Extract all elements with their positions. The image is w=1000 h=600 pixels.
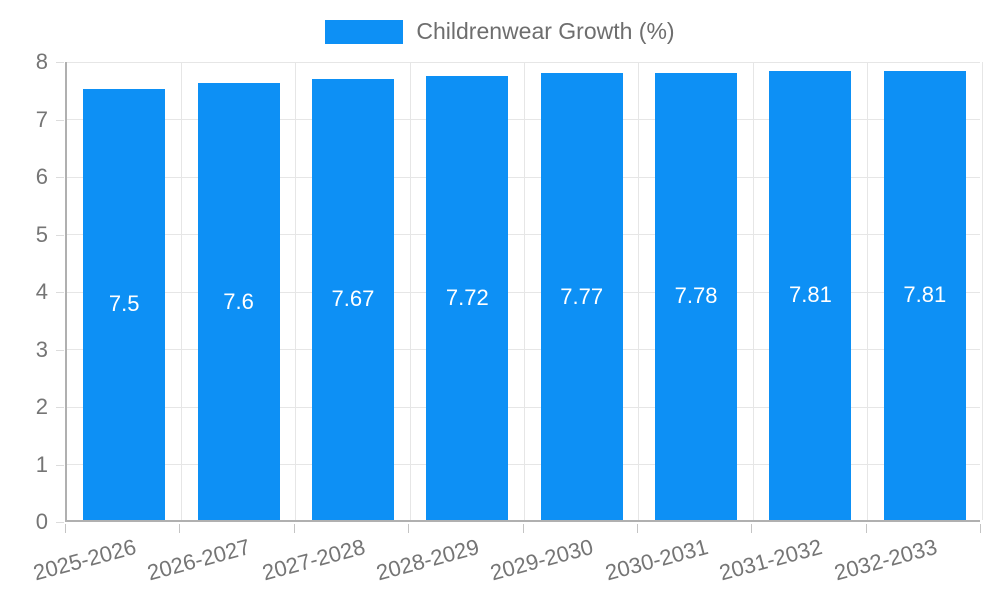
v-gridline	[867, 62, 869, 520]
h-gridline	[67, 406, 980, 408]
bar-2025-2026: 7.5	[83, 88, 166, 520]
y-axis-tick	[56, 234, 64, 236]
legend-label[interactable]: Childrenwear Growth (%)	[416, 18, 675, 44]
v-gridline	[409, 62, 411, 520]
y-axis-tick	[56, 119, 64, 121]
v-gridline	[981, 62, 983, 520]
h-gridline	[67, 291, 980, 293]
h-gridline	[67, 119, 980, 120]
v-gridline	[638, 62, 640, 520]
y-axis-tick-label: 2	[35, 394, 48, 419]
x-axis-tick	[751, 524, 753, 533]
y-axis-tick	[56, 522, 64, 523]
y-axis-tick-label: 8	[35, 49, 48, 74]
x-axis-tick	[980, 524, 981, 533]
bar-value-label: 7.67	[331, 286, 375, 312]
bar-value-label: 7.77	[560, 283, 604, 309]
y-axis-tick	[56, 62, 64, 63]
bar-2030-2031: 7.78	[655, 72, 738, 520]
y-axis-tick-label: 7	[35, 106, 48, 132]
bar-2027-2028: 7.67	[311, 78, 394, 520]
x-axis-tick	[636, 524, 638, 533]
x-axis-tick	[293, 524, 295, 533]
x-axis-tick-label: 2031-2032	[716, 534, 825, 586]
v-gridline	[524, 62, 525, 520]
bar-value-label: 7.81	[789, 282, 832, 308]
y-axis-tick	[56, 177, 64, 178]
v-gridline	[752, 62, 754, 520]
bar-value-label: 7.81	[903, 282, 947, 308]
h-gridline	[67, 349, 980, 350]
x-axis-tick	[179, 524, 181, 533]
h-gridline	[67, 464, 980, 465]
bar-2026-2027: 7.6	[197, 83, 280, 520]
bar-value-label: 7.5	[108, 291, 140, 317]
bar-2028-2029: 7.72	[426, 76, 509, 520]
y-axis-tick-label: 1	[35, 451, 48, 477]
x-axis-tick	[865, 524, 867, 533]
x-axis-tick-label: 2029-2030	[488, 534, 597, 586]
x-axis-tick-label: 2030-2031	[602, 534, 711, 586]
h-gridline	[67, 176, 980, 178]
x-axis-tick-label: 2028-2029	[373, 534, 482, 586]
bar-2032-2033: 7.81	[883, 70, 966, 520]
v-gridline	[180, 62, 182, 520]
y-axis-tick-label: 3	[35, 336, 48, 362]
legend: Childrenwear Growth (%)	[0, 18, 1000, 45]
bar-2031-2032: 7.81	[769, 70, 852, 520]
legend-swatch-icon[interactable]	[325, 19, 404, 44]
y-axis-tick-label: 5	[35, 221, 48, 247]
bar-value-label: 7.6	[223, 288, 254, 314]
bar-value-label: 7.72	[445, 285, 489, 311]
x-axis-tick	[522, 524, 524, 533]
h-gridline	[67, 234, 980, 235]
x-axis-tick-label: 2027-2028	[259, 534, 368, 586]
y-axis-tick	[56, 292, 64, 293]
bar-2029-2030: 7.77	[540, 73, 623, 520]
v-gridline	[295, 62, 297, 520]
y-axis-tick	[56, 464, 64, 466]
y-axis-tick	[56, 349, 64, 351]
y-axis-tick-label: 0	[35, 509, 48, 534]
y-axis-tick	[56, 407, 64, 408]
x-axis-tick-label: 2026-2027	[144, 534, 254, 586]
x-axis-tick-label: 2032-2033	[831, 534, 940, 586]
x-axis-tick-label: 2025-2026	[30, 534, 139, 586]
h-gridline	[67, 61, 980, 63]
x-axis-tick	[408, 524, 410, 533]
bar-value-label: 7.78	[674, 283, 718, 309]
y-axis-tick-label: 6	[35, 164, 48, 189]
y-axis-tick-label: 4	[35, 279, 48, 304]
plot-area: 7.5 7.6 7.67 7.72 7.77 7.78 7.81 7.81	[65, 61, 983, 522]
x-axis-tick	[65, 524, 66, 533]
